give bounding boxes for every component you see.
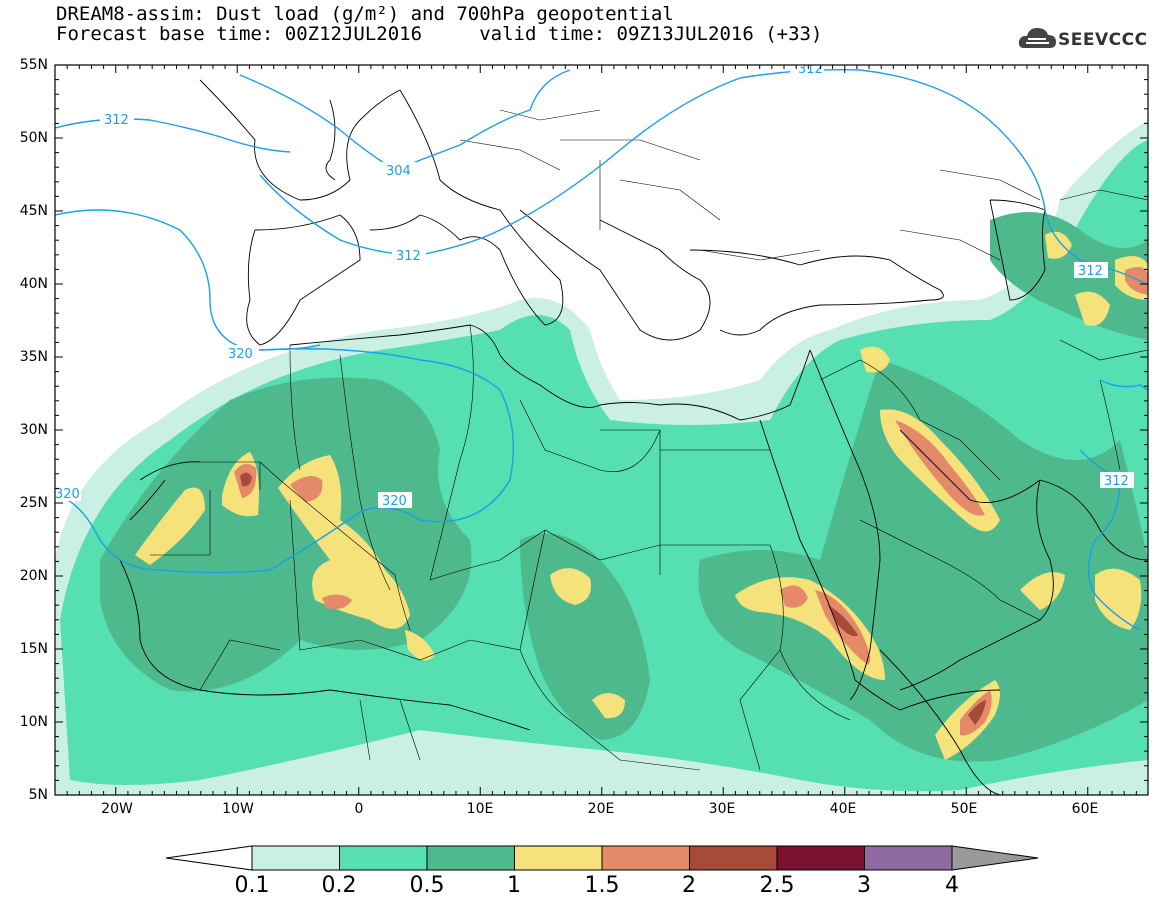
border bbox=[1059, 189, 1148, 471]
colorbar-label: 2 bbox=[682, 873, 696, 898]
lat-label: 40N bbox=[19, 276, 48, 292]
colorbar-label: 1.5 bbox=[584, 873, 620, 898]
dust-patch-brown bbox=[968, 700, 986, 725]
colorbar-label: 2.5 bbox=[759, 873, 795, 898]
lat-label: 45N bbox=[19, 203, 48, 219]
title-line-1: DREAM8-assim: Dust load (g/m²) and 700hP… bbox=[56, 3, 674, 25]
cloud-icon bbox=[1018, 28, 1056, 48]
coastline bbox=[119, 461, 531, 731]
lat-label: 25N bbox=[19, 495, 48, 511]
dust-patch-yellow bbox=[550, 568, 591, 605]
dust-patch-yellow bbox=[135, 487, 205, 565]
contour-label: 320 bbox=[55, 487, 80, 502]
contour-312-iran bbox=[1099, 379, 1148, 391]
lon-label: 10E bbox=[466, 801, 494, 817]
contour-label: 312 bbox=[104, 113, 129, 128]
coastline bbox=[369, 89, 564, 326]
dust-patch-orange bbox=[780, 585, 808, 608]
coastline bbox=[759, 419, 1001, 711]
coastline bbox=[879, 649, 1001, 795]
contour-label: 312 bbox=[396, 249, 421, 264]
coastline bbox=[809, 349, 881, 701]
dust-patch-brown bbox=[240, 472, 252, 487]
coastline bbox=[989, 199, 1046, 301]
coastline-layer bbox=[119, 79, 1148, 795]
contour-320-north bbox=[259, 348, 514, 523]
lat-label: 55N bbox=[19, 57, 48, 73]
border bbox=[259, 461, 411, 631]
border bbox=[519, 399, 661, 472]
border bbox=[560, 139, 821, 261]
border bbox=[429, 324, 661, 581]
contour-304 bbox=[239, 69, 571, 171]
contour-312-north bbox=[55, 118, 291, 153]
dust-region-dark-east bbox=[698, 360, 1148, 762]
border bbox=[899, 169, 1041, 261]
border-layer bbox=[150, 109, 1148, 771]
dust-patch-yellow bbox=[1020, 572, 1065, 610]
contour-label: 320 bbox=[228, 347, 253, 362]
lat-label: 10N bbox=[19, 714, 48, 730]
dust-patch-yellow bbox=[592, 693, 625, 719]
border bbox=[819, 359, 1001, 481]
border bbox=[859, 519, 1041, 621]
border bbox=[339, 354, 391, 591]
lon-label: 10W bbox=[222, 801, 254, 817]
lat-label: 5N bbox=[28, 787, 48, 803]
title-line-2: Forecast base time: 00Z12JUL2016 valid t… bbox=[56, 23, 823, 45]
dust-patch-orange bbox=[1125, 266, 1148, 295]
dust-patch-brown bbox=[828, 605, 858, 637]
seevccc-logo: SEEVCCC bbox=[1018, 22, 1158, 58]
contour-label: 312 bbox=[1104, 474, 1129, 489]
tick-layer bbox=[54, 64, 1148, 796]
colorbar-label: 0.2 bbox=[321, 873, 357, 898]
dust-patch-orange bbox=[322, 594, 352, 609]
coastline bbox=[325, 99, 336, 181]
dust-patch-orange bbox=[290, 476, 323, 502]
lon-label: 30E bbox=[708, 801, 736, 817]
colorbar-label: 4 bbox=[945, 873, 959, 898]
coastline bbox=[199, 79, 401, 201]
lon-label: 0 bbox=[354, 801, 364, 817]
dust-patch-yellow bbox=[1045, 231, 1072, 259]
lon-label: 60E bbox=[1071, 801, 1099, 817]
contour-320-south bbox=[55, 494, 421, 574]
contour-label: 304 bbox=[386, 164, 411, 179]
lat-label: 20N bbox=[19, 568, 48, 584]
dust-patch-yellow bbox=[1095, 568, 1142, 630]
lat-label: 35N bbox=[19, 349, 48, 365]
dust-patch-yellow bbox=[1075, 291, 1110, 326]
coastline bbox=[689, 249, 944, 336]
colorbar-label: 0.1 bbox=[234, 873, 270, 898]
lat-label: 30N bbox=[19, 422, 48, 438]
border bbox=[519, 529, 571, 721]
lon-label: 20W bbox=[101, 801, 133, 817]
lat-label: 50N bbox=[19, 130, 48, 146]
border bbox=[359, 649, 781, 771]
dust-patch-yellow bbox=[860, 346, 890, 373]
coastline bbox=[246, 214, 361, 346]
colorbar-label: 0.5 bbox=[409, 873, 445, 898]
contour-label: 320 bbox=[382, 494, 407, 509]
contour-label: 312 bbox=[1078, 264, 1103, 279]
lon-label: 20E bbox=[587, 801, 615, 817]
contour-label: 312 bbox=[798, 62, 823, 77]
border bbox=[289, 344, 301, 651]
lon-label: 40E bbox=[829, 801, 857, 817]
coastline bbox=[519, 209, 711, 341]
contour-312-central bbox=[55, 209, 321, 351]
contour-label-layer: 312 304 312 320 320 320 312 312 312 bbox=[55, 62, 1134, 509]
border bbox=[459, 109, 601, 230]
coastline bbox=[289, 324, 811, 421]
logo-text: SEEVCCC bbox=[1058, 30, 1148, 50]
colorbar-label: 3 bbox=[857, 873, 871, 898]
dust-patch-yellow bbox=[405, 630, 435, 661]
lat-label: 15N bbox=[19, 641, 48, 657]
dust-patch-orange bbox=[895, 420, 985, 516]
border bbox=[199, 639, 521, 691]
colorbar-label: 1 bbox=[507, 873, 521, 898]
lon-label: 50E bbox=[950, 801, 978, 817]
